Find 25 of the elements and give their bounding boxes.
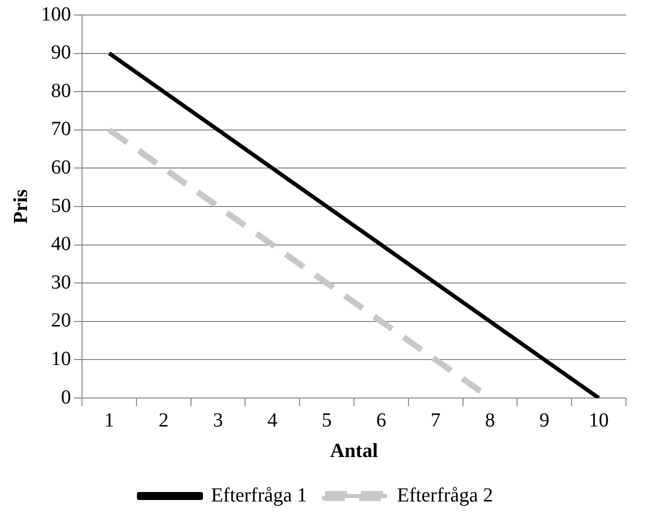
x-tick-label: 1 — [104, 409, 114, 432]
y-tick-label: 60 — [51, 156, 71, 178]
x-tick-label: 3 — [213, 409, 223, 432]
x-tick-label: 4 — [267, 409, 278, 432]
legend-label: Efterfråga 1 — [210, 484, 307, 506]
y-tick-label: 90 — [51, 42, 71, 64]
x-axis-title: Antal — [330, 440, 378, 462]
y-tick-label: 50 — [51, 194, 71, 217]
x-tick-label: 2 — [158, 409, 169, 432]
y-tick-label: 70 — [51, 118, 71, 140]
x-tick-label: 6 — [376, 409, 386, 432]
y-tick-label: 30 — [51, 271, 71, 294]
y-tick-label: 0 — [61, 386, 71, 408]
x-tick-label: 7 — [430, 409, 441, 432]
y-tick-label: 10 — [51, 348, 71, 370]
y-tick-label: 20 — [51, 310, 71, 332]
y-tick-label: 40 — [51, 233, 71, 256]
y-tick-label: 100 — [41, 3, 71, 26]
x-tick-label: 9 — [539, 409, 550, 432]
x-tick-label: 8 — [485, 409, 495, 432]
legend-label: Efterfråga 2 — [397, 484, 494, 506]
y-tick-label: 80 — [51, 80, 71, 102]
x-tick-label: 5 — [322, 409, 332, 432]
y-axis-title: Pris — [10, 189, 32, 224]
x-tick-label: 10 — [588, 409, 609, 432]
